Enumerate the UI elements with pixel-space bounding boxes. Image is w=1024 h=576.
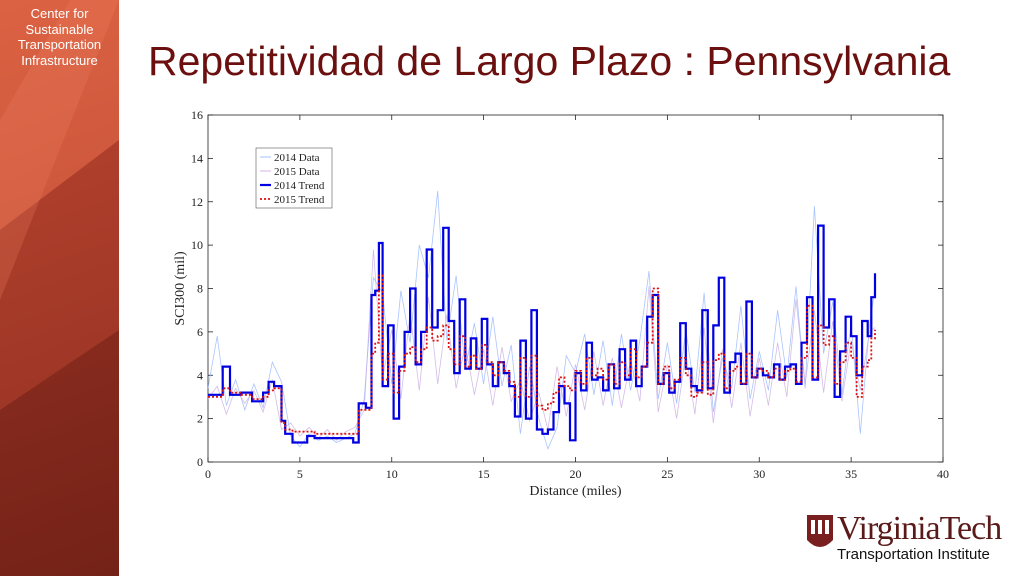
y-tick-label: 8 xyxy=(197,282,203,296)
center-name-line: Infrastructure xyxy=(21,52,98,68)
series-line-3 xyxy=(208,274,876,435)
series-line-1 xyxy=(207,249,876,441)
virginia-tech-logo: VirginiaTech Transportation Institute xyxy=(806,510,1016,572)
x-tick-label: 40 xyxy=(937,467,949,481)
y-axis-label: SCI300 (mil) xyxy=(173,251,188,326)
x-tick-label: 35 xyxy=(845,467,857,481)
sci300-chart: 0 5 10 15 20 25 30 35 40 0 2 4 6 8 10 12 14 16 Distance (m… xyxy=(173,108,949,499)
center-name-line: Center for xyxy=(30,6,89,21)
vt-subtitle: Transportation Institute xyxy=(837,546,990,563)
y-tick-label: 12 xyxy=(191,195,203,209)
x-axis-label: Distance (miles) xyxy=(529,484,621,499)
legend-label: 2014 Trend xyxy=(274,180,325,192)
center-name-line: Transportation xyxy=(17,37,102,52)
y-tick-label: 4 xyxy=(197,368,203,382)
y-tick-label: 0 xyxy=(197,455,203,469)
legend-label: 2014 Data xyxy=(274,152,320,164)
legend-label: 2015 Trend xyxy=(274,194,325,206)
y-tick-label: 16 xyxy=(191,108,203,122)
x-tick-label: 15 xyxy=(478,467,490,481)
y-tick-label: 2 xyxy=(197,412,203,426)
series-line-2 xyxy=(208,224,877,444)
sidebar-pattern xyxy=(0,0,119,576)
x-tick-label: 30 xyxy=(753,467,765,481)
y-tick-label: 10 xyxy=(191,238,203,252)
x-tick-label: 25 xyxy=(661,467,673,481)
sidebar: Center for Sustainable Transportation In… xyxy=(0,0,119,576)
x-tick-label: 0 xyxy=(205,467,211,481)
vt-wordmark: VirginiaTech xyxy=(837,510,1002,547)
x-tick-label: 10 xyxy=(386,467,398,481)
vt-shield-icon xyxy=(807,515,833,547)
x-tick-label: 5 xyxy=(297,467,303,481)
legend-label: 2015 Data xyxy=(274,166,320,178)
x-tick-label: 20 xyxy=(570,467,582,481)
center-name-line: Sustainable xyxy=(25,21,94,37)
legend-box xyxy=(255,147,333,209)
y-tick-label: 14 xyxy=(191,151,203,165)
slide-title: Repetitividad de Largo Plazo : Pennsylva… xyxy=(148,38,951,84)
center-name: Center for Sustainable Transportation In… xyxy=(0,6,119,68)
y-tick-label: 6 xyxy=(197,325,203,339)
